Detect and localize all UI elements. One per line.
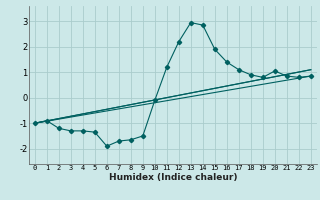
X-axis label: Humidex (Indice chaleur): Humidex (Indice chaleur) [108,173,237,182]
